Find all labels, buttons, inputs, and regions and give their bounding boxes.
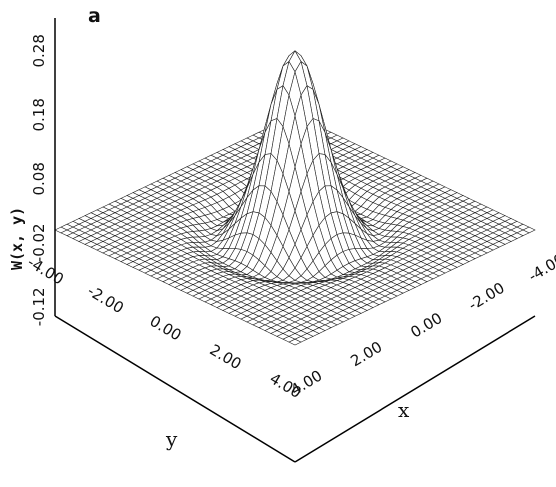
x-tick-label: 2.00 — [347, 338, 385, 371]
y-axis-label: y — [165, 427, 178, 451]
z-axis-label: W(x, y) — [8, 207, 26, 270]
x-tick-label: -2.00 — [465, 279, 508, 314]
z-tick-label: -0.02 — [30, 223, 48, 262]
panel-label: a — [88, 5, 101, 27]
z-tick-label: 0.28 — [30, 34, 48, 67]
x-axis-line — [294, 315, 536, 463]
axes — [54, 18, 536, 463]
z-tick-label: -0.12 — [30, 287, 48, 326]
y-tick-label: 2.00 — [207, 341, 245, 374]
x-tick-label: 0.00 — [407, 309, 445, 342]
surface-mesh — [54, 50, 536, 346]
z-tick-label: 0.18 — [30, 98, 48, 131]
y-tick-label: -2.00 — [84, 282, 127, 317]
x-tick-label: -4.00 — [525, 250, 556, 285]
surface-cell — [288, 338, 302, 346]
z-tick-label: 0.08 — [30, 162, 48, 195]
y-axis-line — [54, 315, 296, 463]
x-tick-label: 4.00 — [287, 366, 325, 399]
y-tick-label: 0.00 — [147, 312, 185, 345]
x-axis-label: x — [398, 398, 410, 422]
